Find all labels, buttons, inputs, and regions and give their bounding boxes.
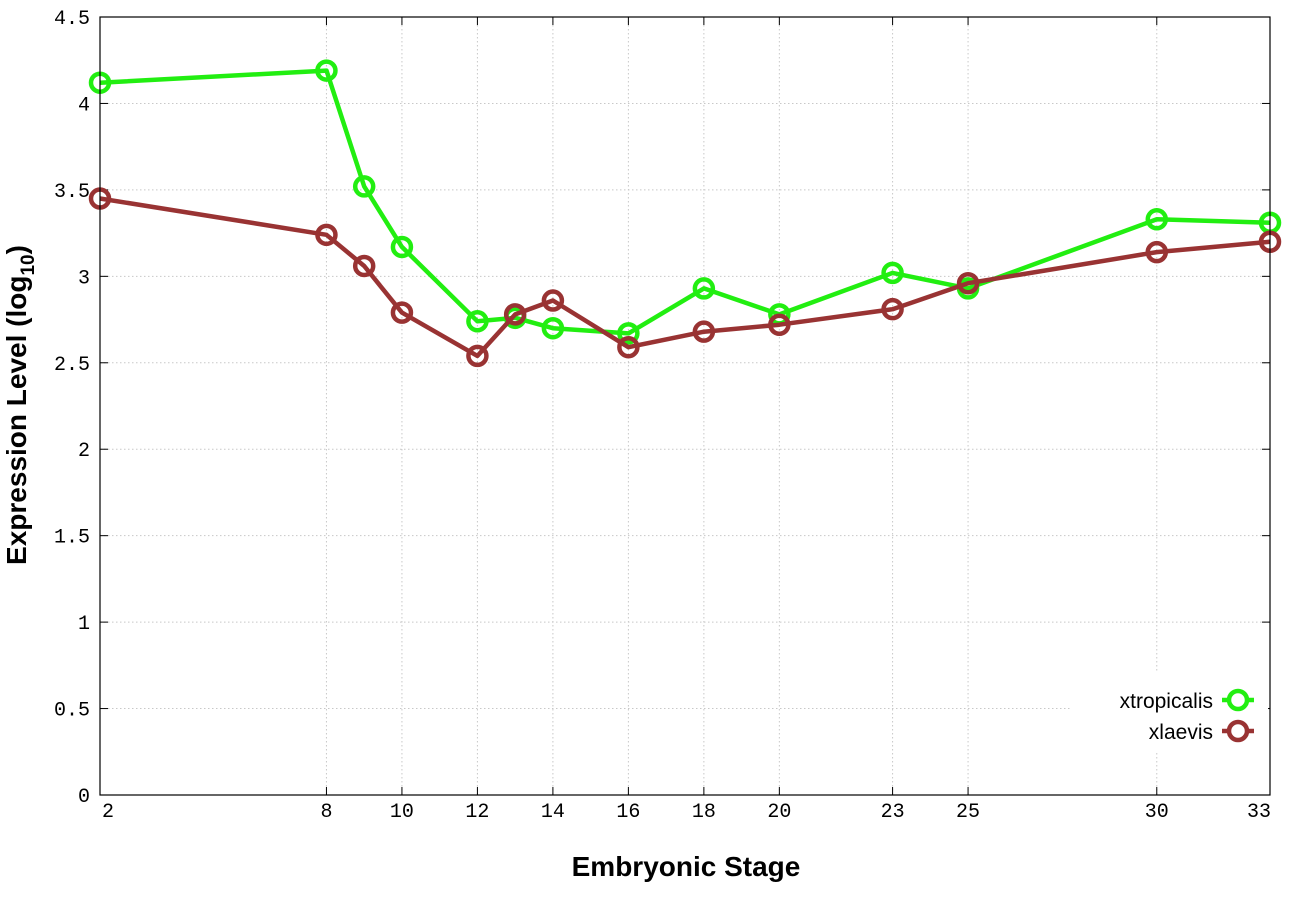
grid-lines [100, 17, 1270, 795]
x-tick-label: 2 [102, 801, 114, 824]
x-axis-title: Embryonic Stage [572, 851, 801, 882]
y-axis-title-close: ) [1, 245, 32, 254]
data-point-xtropicalis [541, 316, 565, 340]
data-point-xlaevis [390, 301, 414, 324]
y-tick-label: 2 [78, 440, 90, 463]
y-tick-label: 3.5 [54, 181, 90, 204]
data-point-xtropicalis [1145, 208, 1169, 231]
x-tick-label: 20 [767, 801, 791, 824]
y-tick-label: 0 [78, 786, 90, 809]
data-point-xlaevis [541, 289, 565, 312]
legend: xtropicalis xlaevis [1072, 672, 1268, 752]
y-tick-labels: 0 0.5 1 1.5 2 2.5 3 3.5 4 4.5 [54, 8, 90, 809]
y-tick-label: 0.5 [54, 700, 90, 723]
x-tick-label: 12 [465, 801, 489, 824]
x-tick-label: 16 [616, 801, 640, 824]
data-point-xtropicalis [881, 261, 904, 285]
x-tick-labels: 2 8 10 12 14 16 18 20 23 25 30 33 [102, 801, 1271, 824]
data-point-xlaevis [881, 297, 904, 321]
data-point-xtropicalis [390, 235, 414, 259]
data-point-xtropicalis [692, 277, 716, 300]
data-point-xlaevis [352, 254, 376, 278]
data-point-xlaevis [956, 271, 980, 295]
series-lines [88, 59, 1282, 368]
data-point-xlaevis [692, 320, 716, 343]
y-tick-label: 1 [78, 613, 90, 636]
data-point-xlaevis [315, 223, 338, 247]
data-point-xlaevis [768, 313, 791, 336]
y-tick-label: 4 [78, 94, 90, 117]
data-point-xtropicalis [352, 175, 376, 198]
legend-entry-xtropicalis: xtropicalis [1120, 688, 1254, 713]
series-line-xlaevis [99, 196, 1271, 359]
x-tick-label: 33 [1247, 801, 1271, 824]
series-line-xtropicalis [99, 68, 1271, 336]
data-point-xtropicalis [315, 59, 338, 82]
legend-label-xtropicalis: xtropicalis [1120, 690, 1213, 713]
x-tick-label: 10 [390, 801, 414, 824]
series-xlaevis [88, 187, 1282, 368]
data-point-xlaevis [1145, 240, 1169, 264]
legend-entry-xlaevis: xlaevis [1149, 719, 1254, 744]
legend-label-xlaevis: xlaevis [1149, 721, 1213, 744]
data-point-xtropicalis [466, 310, 489, 333]
x-tick-label: 23 [881, 801, 905, 824]
plot-frame [99, 16, 1271, 796]
data-point-xlaevis [503, 303, 527, 326]
y-axis-title-subscript: 10 [18, 254, 39, 275]
data-point-xtropicalis [617, 322, 640, 345]
x-tick-label: 14 [541, 801, 565, 824]
y-axis-title-main: Expression Level (log [1, 276, 32, 565]
y-tick-label: 2.5 [54, 354, 90, 377]
x-tick-label: 25 [956, 801, 980, 824]
legend-marker-xlaevis [1226, 719, 1250, 743]
x-tick-label: 30 [1145, 801, 1169, 824]
y-tick-label: 1.5 [54, 527, 90, 550]
x-tick-label: 8 [320, 801, 332, 824]
x-tick-label: 18 [692, 801, 716, 824]
data-point-xlaevis [617, 335, 640, 359]
legend-marker-xtropicalis [1226, 688, 1250, 712]
y-tick-label: 4.5 [54, 8, 90, 31]
y-axis-title: Expression Level (log10) [1, 245, 39, 565]
y-tick-label: 3 [78, 267, 90, 290]
data-point-xlaevis [466, 344, 489, 368]
